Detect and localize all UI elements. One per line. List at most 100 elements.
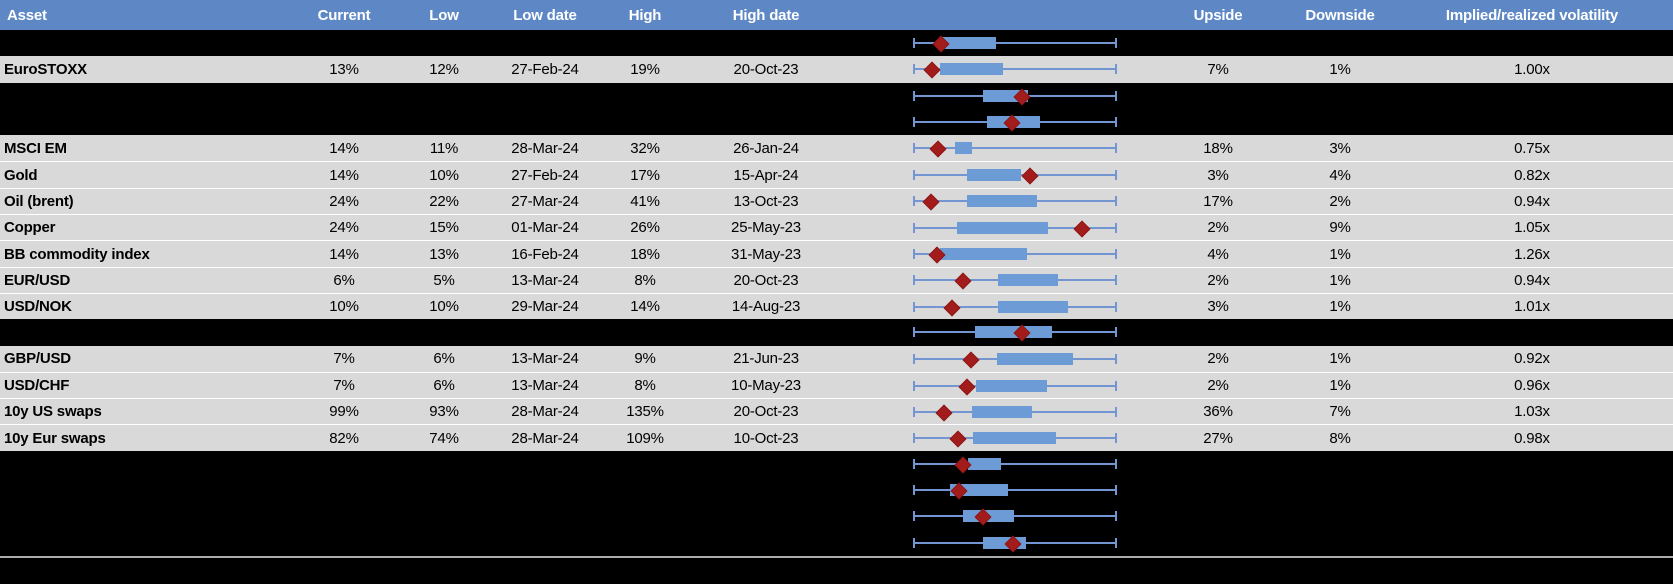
table-spacer-row: [0, 319, 1673, 346]
cell-current: 13%: [329, 60, 359, 78]
diamond-marker-icon: [935, 404, 953, 422]
boxplot: [913, 83, 1117, 109]
boxplot: [913, 241, 1117, 266]
boxplot-whisker-line: [913, 515, 1117, 518]
cell-high-date: 10-Oct-23: [733, 429, 799, 447]
cell-low: 5%: [433, 271, 455, 289]
table-row: USD/CHF 7% 6% 13-Mar-24 8% 10-May-23 2% 1% 0.96x: [0, 371, 1673, 399]
diamond-marker-icon: [1021, 167, 1039, 185]
boxplot-left-cap: [913, 537, 915, 548]
cell-low-date: 28-Mar-24: [511, 139, 579, 157]
cell-downside: 4%: [1329, 166, 1351, 184]
cell-low-date: 16-Feb-24: [511, 245, 579, 263]
cell-downside: 1%: [1329, 271, 1351, 289]
boxplot-box: [938, 37, 997, 50]
boxplot-box: [968, 457, 1001, 470]
table-spacer-row: [0, 450, 1673, 478]
cell-implied-realized-volatility: 0.94x: [1514, 192, 1550, 210]
cell-asset: USD/CHF: [4, 377, 70, 394]
table-spacer-row: [0, 477, 1673, 504]
cell-high-date: 21-Jun-23: [733, 350, 799, 368]
cell-current: 99%: [329, 403, 359, 421]
table-row: Gold 14% 10% 27-Feb-24 17% 15-Apr-24 3% 4% 0.82x: [0, 161, 1673, 188]
table-row: BB commodity index 14% 13% 16-Feb-24 18% 31-M…: [0, 240, 1673, 267]
boxplot-left-cap: [913, 64, 915, 75]
table-row: EUR/USD 6% 5% 13-Mar-24 8% 20-Oct-23 2% 1% 0.94x: [0, 266, 1673, 293]
cell-high-date: 20-Oct-23: [733, 271, 799, 289]
diamond-marker-icon: [954, 272, 972, 290]
boxplot-box: [939, 63, 1003, 76]
cell-downside: 1%: [1329, 245, 1351, 263]
boxplot-box: [998, 300, 1069, 313]
boxplot: [913, 189, 1117, 214]
boxplot-left-cap: [913, 117, 915, 128]
cell-current: 82%: [329, 429, 359, 447]
cell-implied-realized-volatility: 1.03x: [1514, 403, 1550, 421]
cell-high: 135%: [626, 403, 664, 421]
boxplot: [913, 56, 1117, 82]
boxplot-left-cap: [913, 433, 915, 444]
boxplot-right-cap: [1115, 170, 1117, 181]
cell-downside: 1%: [1329, 298, 1351, 316]
cell-high: 8%: [634, 271, 656, 289]
table-row: 10y Eur swaps 82% 74% 28-Mar-24 109% 10-Oct-2…: [0, 424, 1673, 451]
boxplot-left-cap: [913, 249, 915, 260]
header-low-date: Low date: [513, 6, 577, 24]
boxplot-box: [972, 432, 1056, 445]
table-row: USD/NOK 10% 10% 29-Mar-24 14% 14-Aug-23 3% 1% 1.…: [0, 292, 1673, 320]
cell-downside: 1%: [1329, 350, 1351, 368]
cell-low-date: 27-Feb-24: [511, 60, 579, 78]
boxplot-left-cap: [913, 301, 915, 312]
cell-high-date: 15-Apr-24: [733, 166, 799, 184]
table-body: EuroSTOXX 13% 12% 27-Feb-24 19% 20-Oct-23 7% 1%…: [0, 30, 1673, 556]
boxplot: [913, 268, 1117, 293]
table-spacer-row: [0, 529, 1673, 556]
cell-high-date: 25-May-23: [731, 219, 801, 237]
cell-low: 22%: [429, 192, 459, 210]
boxplot-left-cap: [913, 406, 915, 417]
cell-asset: BB commodity index: [4, 245, 150, 263]
cell-low-date: 01-Mar-24: [511, 219, 579, 237]
boxplot: [913, 346, 1117, 372]
cell-asset: MSCI EM: [4, 139, 67, 157]
cell-downside: 9%: [1329, 219, 1351, 237]
boxplot-whisker-line: [913, 68, 1117, 71]
cell-low-date: 27-Feb-24: [511, 166, 579, 184]
cell-current: 14%: [329, 245, 359, 263]
bottom-black-band: [0, 557, 1673, 584]
cell-high-date: 13-Oct-23: [733, 192, 799, 210]
cell-current: 14%: [329, 139, 359, 157]
boxplot-right-cap: [1115, 222, 1117, 233]
cell-low: 15%: [429, 219, 459, 237]
boxplot-right-cap: [1115, 458, 1117, 469]
diamond-marker-icon: [962, 351, 980, 369]
boxplot-left-cap: [913, 511, 915, 522]
cell-downside: 1%: [1329, 60, 1351, 78]
cell-current: 14%: [329, 166, 359, 184]
cell-low: 11%: [429, 139, 459, 157]
cell-implied-realized-volatility: 1.05x: [1514, 219, 1550, 237]
diamond-marker-icon: [923, 61, 941, 79]
cell-upside: 2%: [1207, 377, 1229, 394]
table-row: Copper 24% 15% 01-Mar-24 26% 25-May-23 2% 9% 1.0…: [0, 214, 1673, 241]
boxplot-right-cap: [1115, 275, 1117, 286]
boxplot-left-cap: [913, 327, 915, 338]
boxplot-right-cap: [1115, 380, 1117, 391]
cell-high: 26%: [630, 219, 660, 237]
table-row: GBP/USD 7% 6% 13-Mar-24 9% 21-Jun-23 2% 1% 0.92x: [0, 345, 1673, 372]
cell-upside: 3%: [1207, 298, 1229, 316]
boxplot-whisker-line: [913, 489, 1117, 492]
cell-low: 6%: [433, 350, 455, 368]
boxplot: [913, 477, 1117, 503]
header-high-date: High date: [732, 6, 800, 24]
boxplot-right-cap: [1115, 90, 1117, 101]
boxplot-box: [967, 169, 1022, 182]
cell-upside: 2%: [1207, 219, 1229, 237]
cell-upside: 17%: [1203, 192, 1233, 210]
cell-low: 10%: [429, 298, 459, 316]
table-spacer-row: [0, 108, 1673, 136]
cell-implied-realized-volatility: 0.98x: [1514, 429, 1550, 447]
boxplot: [913, 294, 1117, 319]
table-row: Oil (brent) 24% 22% 27-Mar-24 41% 13-Oct-23 17…: [0, 187, 1673, 215]
diamond-marker-icon: [943, 299, 961, 317]
